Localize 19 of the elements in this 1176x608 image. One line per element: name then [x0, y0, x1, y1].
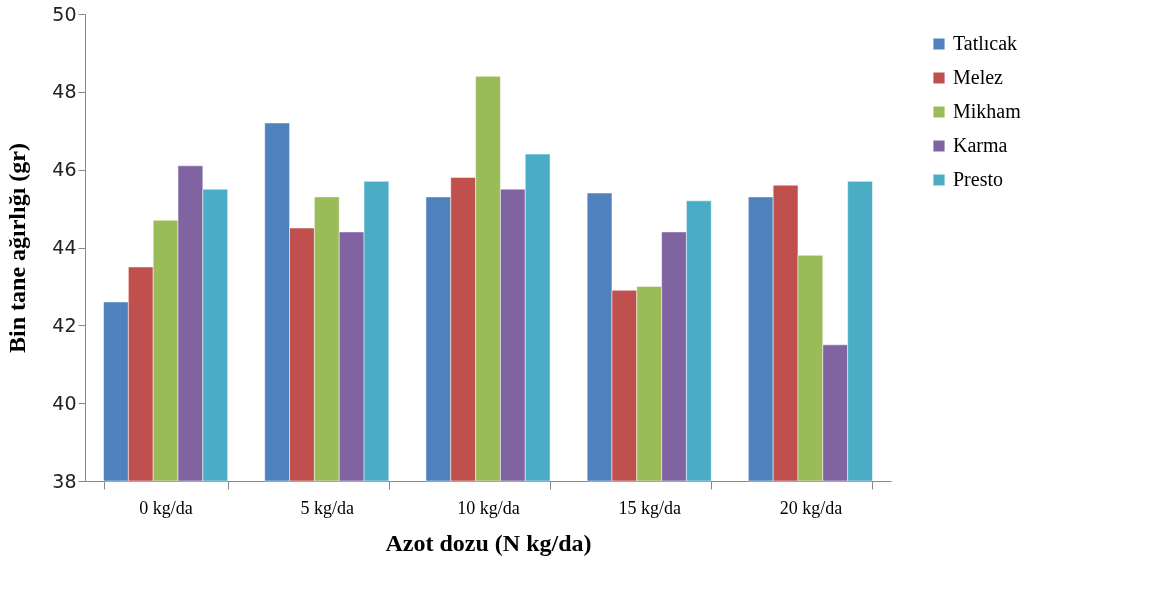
y-tick-label: 38 [52, 469, 77, 492]
x-tick-label: 20 kg/da [779, 497, 843, 518]
y-tick-label: 44 [52, 236, 77, 258]
x-axis-title: Azot dozu (N kg/da) [385, 529, 592, 556]
legend-label: Tatlıcak [953, 32, 1018, 54]
x-tick-label: 15 kg/da [618, 497, 681, 518]
y-axis-title: Bin tane ağırlığı (gr) [4, 143, 31, 353]
legend-label: Presto [953, 168, 1003, 190]
y-tick-label: 50 [52, 2, 77, 25]
y-tick-label: 42 [52, 313, 77, 336]
legend-label: Karma [953, 134, 1008, 156]
y-tick-label: 40 [52, 391, 77, 414]
x-tick-label: 5 kg/da [300, 497, 355, 518]
legend-label: Melez [953, 66, 1004, 88]
legend-label: Mikham [953, 100, 1022, 122]
y-tick-label: 48 [52, 80, 77, 103]
x-tick-label: 0 kg/da [139, 497, 193, 518]
x-tick-label: 10 kg/da [457, 497, 520, 518]
y-tick-label: 46 [52, 158, 77, 181]
